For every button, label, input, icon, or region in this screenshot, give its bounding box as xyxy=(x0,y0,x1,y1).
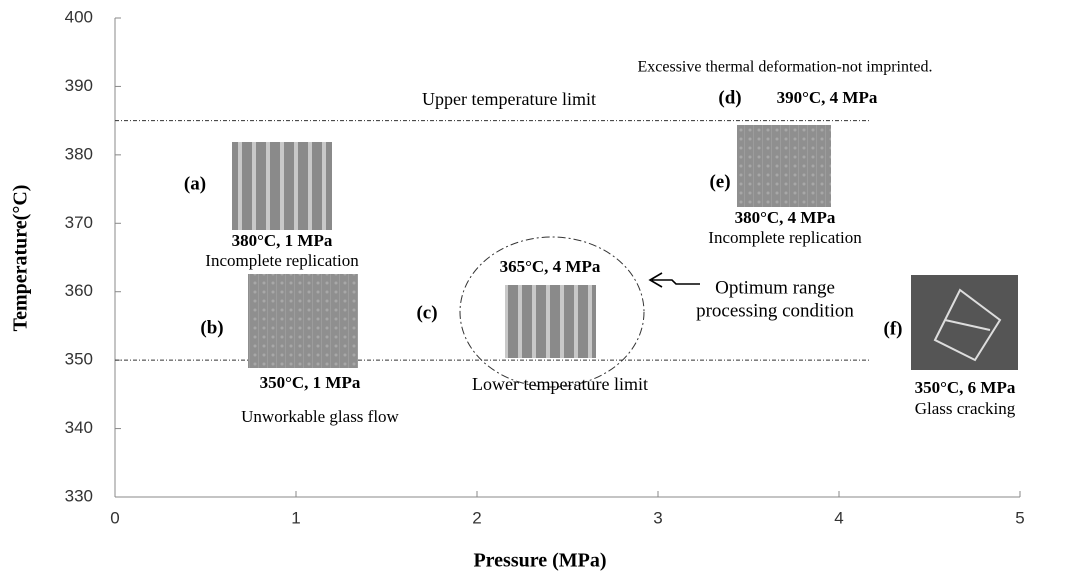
x-tick-label: 0 xyxy=(110,508,119,527)
annotation-tag: (e) xyxy=(709,171,730,192)
optimum-arrow xyxy=(648,272,700,288)
annotation-condition: 380°C, 1 MPa xyxy=(232,231,333,250)
annotation-tag: (d) xyxy=(718,87,741,108)
crack xyxy=(933,288,1002,362)
y-tick-label: 400 xyxy=(65,7,93,26)
optimum-label: processing condition xyxy=(696,300,854,321)
y-axis-label: Temperature(°C) xyxy=(10,185,32,332)
micrograph xyxy=(232,142,332,230)
micrograph xyxy=(248,274,358,368)
y-tick-label: 380 xyxy=(65,144,93,163)
x-axis-label: Pressure (MPa) xyxy=(473,550,606,572)
annotation-condition: 380°C, 4 MPa xyxy=(735,208,836,227)
micrograph xyxy=(505,285,596,358)
reference-label: Upper temperature limit xyxy=(422,89,596,109)
annotation-note: Incomplete replication xyxy=(205,251,359,270)
y-tick-label: 340 xyxy=(65,418,93,437)
annotation-note: Glass cracking xyxy=(915,399,1016,418)
y-tick-label: 350 xyxy=(65,350,93,369)
x-tick-label: 1 xyxy=(291,508,300,527)
x-tick-label: 4 xyxy=(834,508,843,527)
annotation-condition: 365°C, 4 MPa xyxy=(500,257,601,276)
optimum-label: Optimum range xyxy=(715,277,835,298)
optimum-ellipse xyxy=(459,236,645,388)
x-tick-label: 5 xyxy=(1015,508,1024,527)
annotation-note: Excessive thermal deformation-not imprin… xyxy=(637,59,932,76)
y-tick-label: 370 xyxy=(65,213,93,232)
y-tick-label: 360 xyxy=(65,281,93,300)
reference-label: Lower temperature limit xyxy=(472,374,648,394)
y-tick-label: 330 xyxy=(65,486,93,505)
annotation-condition: 390°C, 4 MPa xyxy=(777,88,878,107)
annotation-tag: (c) xyxy=(416,302,437,323)
annotation-condition: 350°C, 6 MPa xyxy=(915,378,1016,397)
annotation-note: Unworkable glass flow xyxy=(241,407,399,426)
x-tick-label: 3 xyxy=(653,508,662,527)
annotation-tag: (f) xyxy=(884,318,903,339)
x-tick-label: 2 xyxy=(472,508,481,527)
annotation-tag: (b) xyxy=(200,317,223,338)
micrograph xyxy=(737,125,831,207)
annotation-tag: (a) xyxy=(184,173,206,194)
annotation-note: Incomplete replication xyxy=(708,228,862,247)
annotation-condition: 350°C, 1 MPa xyxy=(260,373,361,392)
y-tick-label: 390 xyxy=(65,76,93,95)
